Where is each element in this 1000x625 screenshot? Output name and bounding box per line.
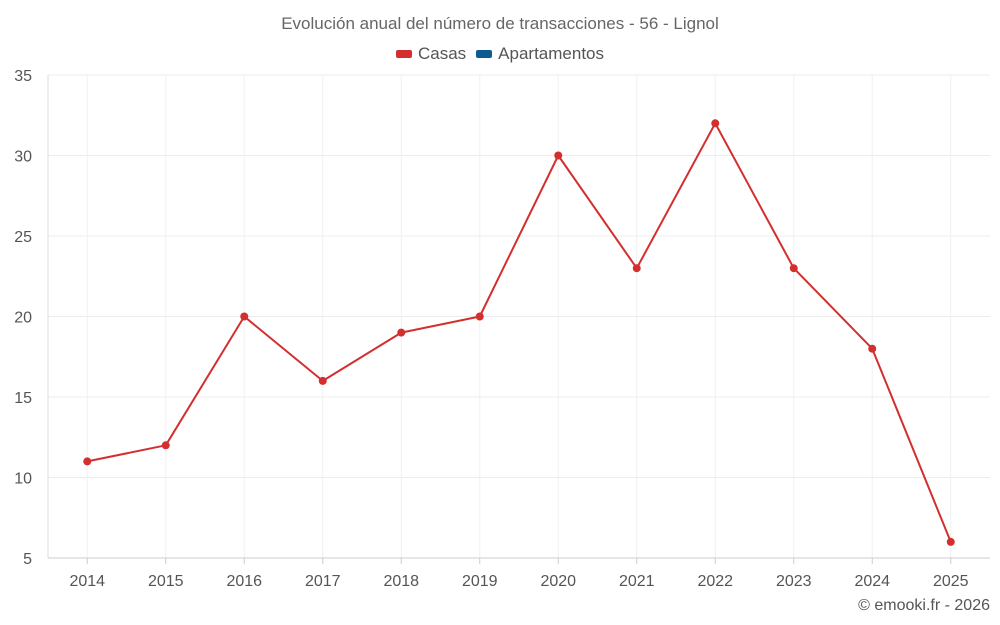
data-point[interactable] xyxy=(397,328,406,337)
x-tick-label: 2022 xyxy=(697,573,733,590)
data-point[interactable] xyxy=(711,119,720,128)
y-tick-label: 35 xyxy=(14,68,32,85)
data-point[interactable] xyxy=(83,457,92,466)
y-tick-label: 30 xyxy=(14,149,32,166)
legend-item-casas[interactable]: Casas xyxy=(395,44,467,64)
y-tick-label: 20 xyxy=(14,310,32,327)
y-tick-label: 15 xyxy=(14,390,32,407)
y-tick-label: 10 xyxy=(14,471,32,488)
data-point[interactable] xyxy=(946,537,955,546)
data-point[interactable] xyxy=(868,344,877,353)
x-tick-label: 2017 xyxy=(305,573,341,590)
data-point[interactable] xyxy=(240,312,249,321)
x-tick-label: 2024 xyxy=(854,573,890,590)
x-tick-label: 2025 xyxy=(933,573,969,590)
legend-item-apartamentos[interactable]: Apartamentos xyxy=(476,44,604,64)
x-tick-label: 2016 xyxy=(226,573,262,590)
chart-title: Evolución anual del número de transaccio… xyxy=(281,14,719,33)
series xyxy=(83,119,955,546)
x-tick-label: 2020 xyxy=(540,573,576,590)
x-tick-label: 2019 xyxy=(462,573,498,590)
data-point[interactable] xyxy=(318,376,327,385)
data-point[interactable] xyxy=(554,151,563,160)
legend-swatch-apartamentos xyxy=(476,50,493,58)
credit-text: © emooki.fr - 2026 xyxy=(858,597,990,614)
grid xyxy=(48,74,990,558)
x-tick-label: 2021 xyxy=(619,573,655,590)
legend-swatch-casas xyxy=(395,50,412,58)
legend-label-apartamentos: Apartamentos xyxy=(498,44,605,63)
data-point[interactable] xyxy=(161,441,170,450)
y-tick-label: 5 xyxy=(23,551,32,568)
data-point[interactable] xyxy=(475,312,484,321)
x-tick-label: 2015 xyxy=(148,573,184,590)
y-tick-label: 25 xyxy=(14,229,32,246)
legend: Casas Apartamentos xyxy=(0,44,1000,64)
data-point[interactable] xyxy=(789,264,798,273)
x-tick-label: 2018 xyxy=(383,573,419,590)
x-tick-label: 2014 xyxy=(69,573,105,590)
x-tick-label: 2023 xyxy=(776,573,812,590)
data-point[interactable] xyxy=(632,264,641,273)
series-line-casas xyxy=(87,122,952,543)
legend-label-casas: Casas xyxy=(417,44,467,63)
